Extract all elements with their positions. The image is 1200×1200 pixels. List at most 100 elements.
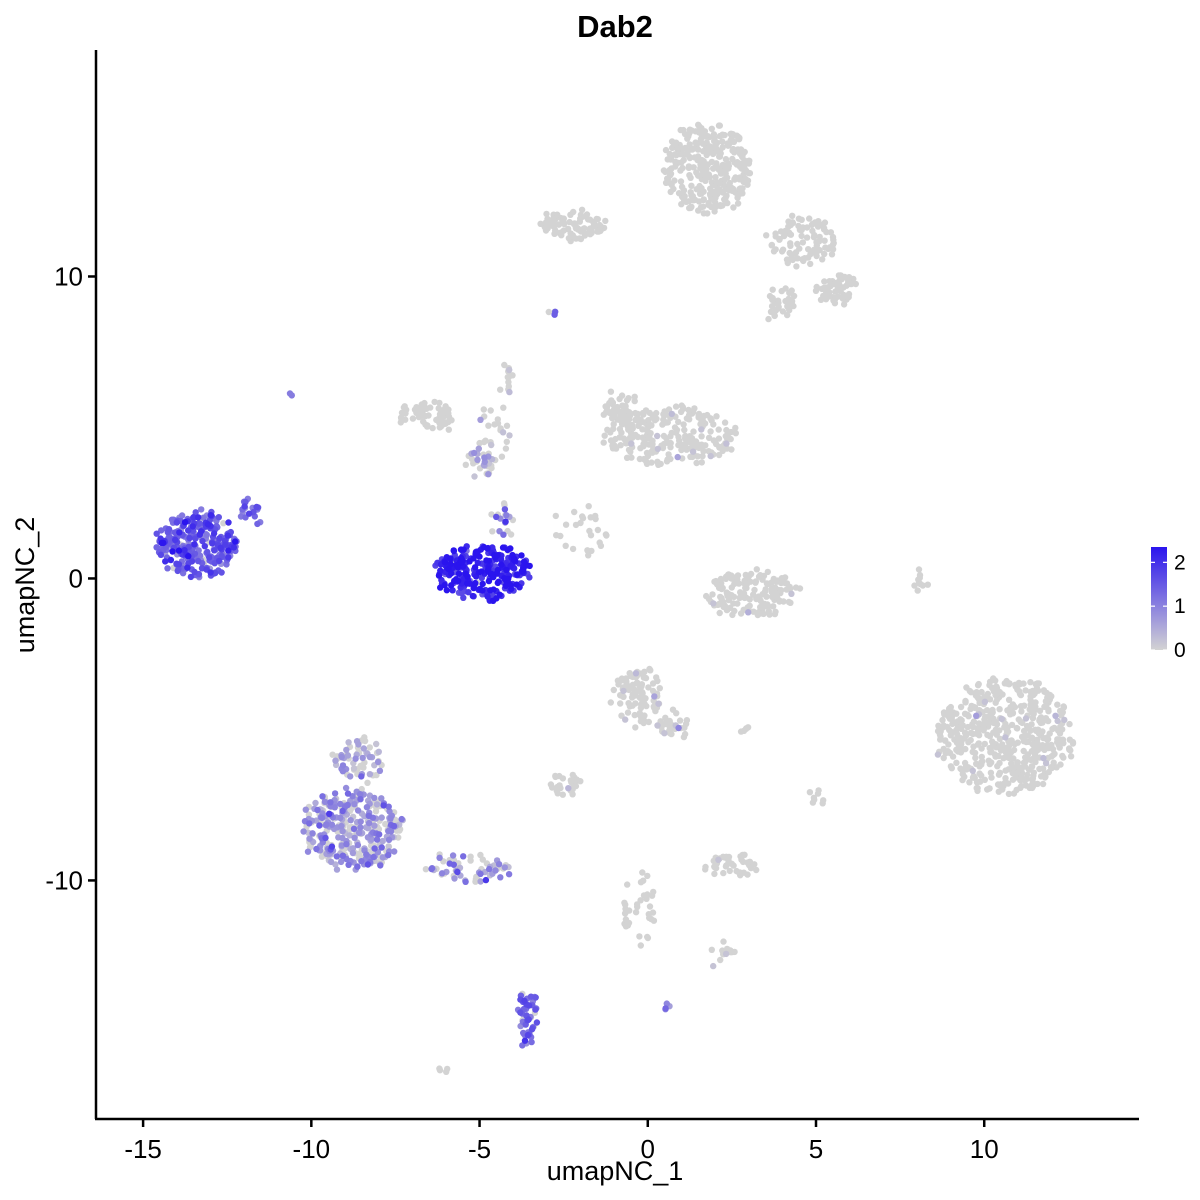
cell-point [788, 253, 795, 261]
cell-point [736, 594, 743, 601]
cell-point [784, 311, 791, 319]
cell-point [674, 453, 681, 461]
cell-point [157, 551, 165, 558]
cell-point [1014, 759, 1021, 766]
cell-point [525, 1016, 532, 1023]
cell-point [441, 559, 449, 566]
cell-point [702, 148, 710, 156]
cell-point [996, 706, 1003, 713]
cell-point [776, 597, 783, 604]
x-axis-title: umapNC_1 [547, 1156, 684, 1186]
cell-point [632, 724, 639, 731]
cell-point [178, 512, 186, 519]
colorbar-gradient [1151, 547, 1167, 650]
cell-point [638, 681, 645, 688]
cell-point [813, 283, 820, 291]
cell-point [323, 821, 330, 828]
cell-point [528, 1026, 536, 1033]
cell-point [671, 151, 679, 158]
cell-point [981, 740, 988, 748]
cell-point [185, 527, 192, 534]
cell-point [989, 684, 996, 692]
cell-point [355, 829, 363, 836]
cell-point [1007, 704, 1014, 711]
cell-point [629, 425, 636, 432]
cell-point [443, 1068, 450, 1076]
cell-point [572, 224, 580, 231]
cell-point [680, 156, 687, 164]
cell-point [954, 718, 961, 725]
cell-point [168, 516, 176, 523]
cell-point [777, 587, 785, 594]
cell-point [742, 167, 749, 174]
cell-point [462, 878, 469, 885]
cell-point [827, 229, 835, 236]
cell-point [770, 603, 777, 610]
cell-point [490, 573, 497, 581]
cell-point [607, 699, 614, 706]
cell-point [565, 235, 573, 242]
cell-point [663, 419, 670, 426]
cell-point [715, 856, 722, 863]
cell-point [354, 807, 362, 814]
cell-point [966, 779, 973, 786]
cell-point [647, 430, 654, 437]
cell-point [954, 724, 962, 732]
cell-point [698, 459, 705, 466]
cell-point [500, 404, 507, 411]
cell-point [500, 531, 507, 538]
cell-point [1027, 679, 1034, 686]
cell-point [587, 514, 594, 521]
cell-point [753, 566, 760, 573]
cell-point [663, 1000, 670, 1007]
cell-point [220, 520, 227, 527]
cell-point [327, 799, 334, 806]
cell-point [409, 415, 417, 422]
cell-point [684, 135, 691, 142]
cell-point [577, 228, 585, 235]
cell-point [184, 564, 191, 571]
cell-point [185, 553, 192, 560]
cell-point [995, 788, 1002, 795]
cell-point [723, 589, 730, 596]
cell-point [915, 566, 923, 573]
cell-point [1017, 718, 1024, 725]
cell-point [1023, 756, 1031, 763]
cell-point [1034, 680, 1041, 687]
cell-point [1048, 764, 1055, 772]
cell-point [729, 147, 736, 154]
cell-point [363, 851, 370, 858]
cell-point [621, 899, 628, 906]
cell-point [492, 867, 499, 874]
cell-point [710, 165, 717, 172]
cell-point [609, 412, 616, 420]
cell-point [622, 419, 630, 427]
cell-point [374, 758, 382, 766]
cell-point [1026, 784, 1033, 792]
cell-point [675, 418, 682, 426]
cell-point [799, 239, 807, 246]
cell-point [783, 298, 790, 305]
cell-point [322, 834, 329, 842]
cell-point [980, 722, 987, 729]
cell-point [765, 580, 772, 587]
cell-point [917, 580, 924, 588]
cell-point [742, 175, 749, 183]
cell-point [672, 158, 679, 166]
cell-point [597, 227, 604, 234]
cell-point [713, 413, 720, 420]
cell-point [429, 424, 436, 432]
cell-point [609, 399, 616, 406]
cell-point [619, 402, 626, 409]
cell-point [528, 1038, 535, 1046]
cell-point [499, 544, 507, 551]
cell-point [668, 410, 675, 418]
cell-point [493, 513, 500, 521]
cell-point [582, 230, 589, 237]
cell-point [667, 439, 674, 447]
cell-point [447, 560, 454, 568]
cell-point [806, 215, 813, 222]
cell-point [378, 795, 385, 802]
cell-point [396, 827, 403, 834]
cell-point [678, 446, 685, 454]
